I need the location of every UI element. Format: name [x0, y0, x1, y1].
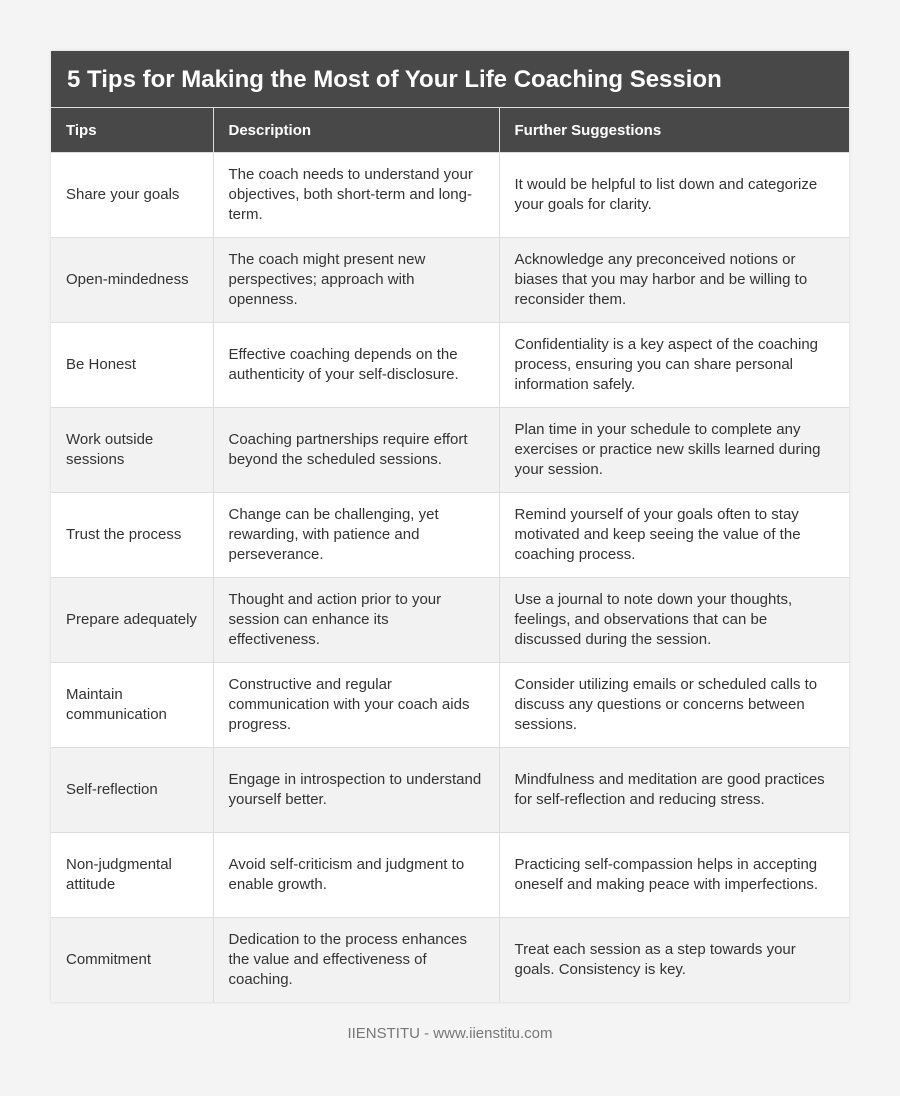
- tips-table: Tips Description Further Suggestions Sha…: [51, 108, 849, 1002]
- suggestion-cell: It would be helpful to list down and cat…: [498, 152, 849, 238]
- table-row: Prepare adequately Thought and action pri…: [51, 577, 849, 663]
- description-cell: Dedication to the process enhances the v…: [212, 917, 499, 1002]
- table-row: Maintain communication Constructive and r…: [51, 662, 849, 748]
- table-row: Be Honest Effective coaching depends on t…: [51, 322, 849, 408]
- description-cell: Constructive and regular communication w…: [212, 662, 499, 748]
- column-header-further-suggestions: Further Suggestions: [498, 108, 849, 153]
- description-cell: Coaching partnerships require effort bey…: [212, 407, 499, 493]
- tip-cell: Commitment: [51, 917, 213, 1002]
- tip-cell: Prepare adequately: [51, 577, 213, 663]
- suggestion-cell: Plan time in your schedule to complete a…: [498, 407, 849, 493]
- suggestion-cell: Mindfulness and meditation are good prac…: [498, 747, 849, 833]
- description-cell: Engage in introspection to understand yo…: [212, 747, 499, 833]
- header-row: Tips Description Further Suggestions: [51, 108, 849, 153]
- description-cell: The coach needs to understand your objec…: [212, 152, 499, 238]
- footer-credit: IIENSTITU - www.iienstitu.com: [347, 1025, 553, 1042]
- description-cell: Change can be challenging, yet rewarding…: [212, 492, 499, 578]
- table-row: Self-reflection Engage in introspection t…: [51, 747, 849, 833]
- column-header-description: Description: [212, 108, 499, 153]
- tips-table-card: 5 Tips for Making the Most of Your Life …: [51, 51, 849, 1002]
- suggestion-cell: Practicing self-compassion helps in acce…: [498, 832, 849, 918]
- description-cell: Thought and action prior to your session…: [212, 577, 499, 663]
- table-row: Work outside sessions Coaching partnershi…: [51, 407, 849, 493]
- description-cell: Avoid self-criticism and judgment to ena…: [212, 832, 499, 918]
- suggestion-cell: Consider utilizing emails or scheduled c…: [498, 662, 849, 748]
- tip-cell: Non-judgmental attitude: [51, 832, 213, 918]
- tip-cell: Trust the process: [51, 492, 213, 578]
- description-cell: Effective coaching depends on the authen…: [212, 322, 499, 408]
- table-title: 5 Tips for Making the Most of Your Life …: [51, 51, 849, 108]
- tip-cell: Open-mindedness: [51, 237, 213, 323]
- suggestion-cell: Confidentiality is a key aspect of the c…: [498, 322, 849, 408]
- tip-cell: Self-reflection: [51, 747, 213, 833]
- column-header-tips: Tips: [51, 108, 213, 153]
- tip-cell: Work outside sessions: [51, 407, 213, 493]
- suggestion-cell: Remind yourself of your goals often to s…: [498, 492, 849, 578]
- table-row: Share your goals The coach needs to under…: [51, 152, 849, 238]
- description-cell: The coach might present new perspectives…: [212, 237, 499, 323]
- suggestion-cell: Treat each session as a step towards you…: [498, 917, 849, 1002]
- suggestion-cell: Use a journal to note down your thoughts…: [498, 577, 849, 663]
- table-row: Non-judgmental attitude Avoid self-critic…: [51, 832, 849, 918]
- table-row: Trust the process Change can be challengi…: [51, 492, 849, 578]
- tip-cell: Maintain communication: [51, 662, 213, 748]
- table-row: Open-mindedness The coach might present n…: [51, 237, 849, 323]
- table-row: Commitment Dedication to the process enha…: [51, 917, 849, 1002]
- tip-cell: Share your goals: [51, 152, 213, 238]
- suggestion-cell: Acknowledge any preconceived notions or …: [498, 237, 849, 323]
- tip-cell: Be Honest: [51, 322, 213, 408]
